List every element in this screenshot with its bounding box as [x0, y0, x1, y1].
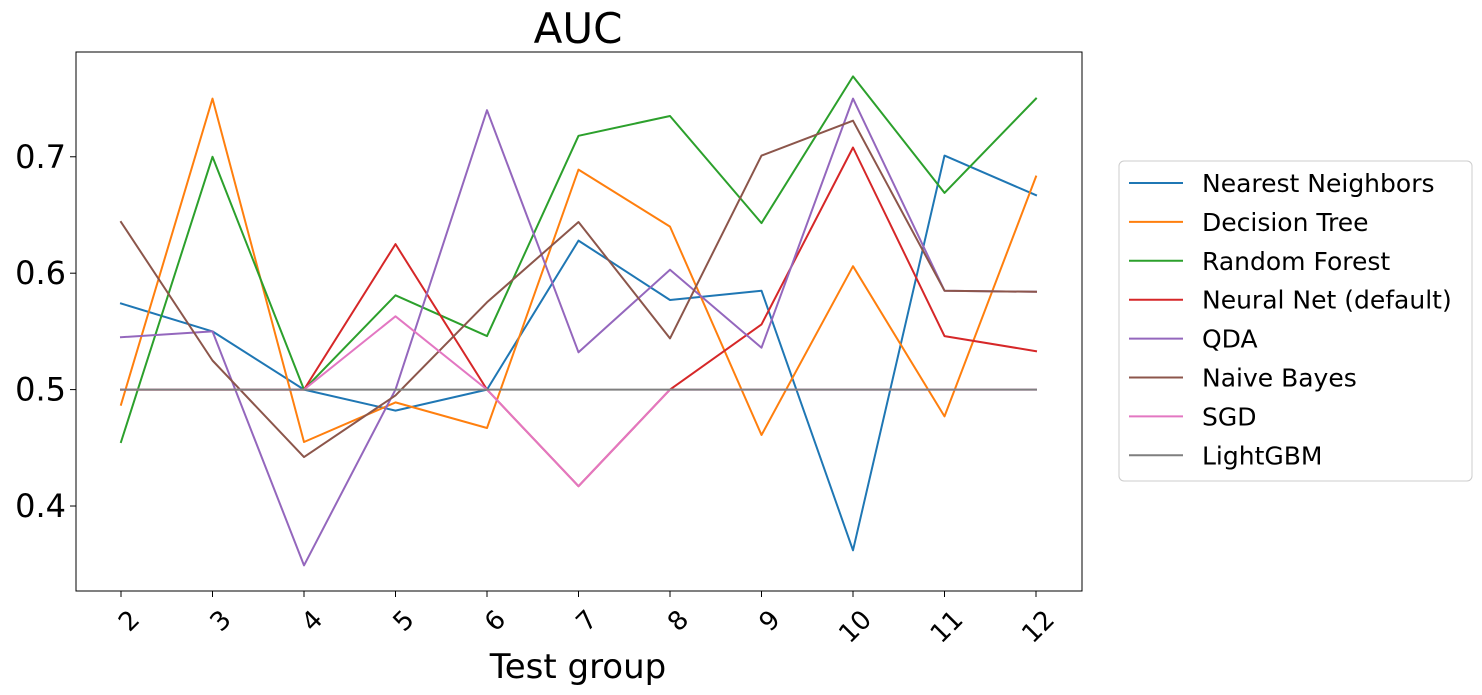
- series-line-5: [119, 97, 1038, 567]
- series-line-4: [120, 146, 1038, 488]
- x-tick-label: 2: [113, 605, 146, 638]
- legend-label: LightGBM: [1202, 441, 1322, 470]
- legend-label: SGD: [1202, 402, 1257, 431]
- series-line-1: [119, 154, 1038, 552]
- plot-frame: [75, 51, 1083, 592]
- x-tick-label: 12: [1016, 605, 1061, 650]
- x-tick-label: 5: [388, 605, 421, 638]
- series-line-6: [119, 119, 1038, 459]
- axes-layer: 0.4 0.5 0.6 0.7 2 3 4 5 6 7 8 9 10 11 12: [15, 51, 1083, 650]
- x-tick-label: 8: [662, 605, 695, 638]
- y-tick-label: 0.5: [15, 371, 66, 409]
- x-tick-label: 3: [205, 605, 238, 638]
- y-tick-label: 0.7: [15, 138, 66, 176]
- series-line-3: [119, 75, 1038, 444]
- x-tick-label: 9: [754, 605, 787, 638]
- x-tick-label: 10: [833, 605, 878, 650]
- chart-title: AUC: [534, 4, 623, 53]
- legend-label: Neural Net (default): [1202, 286, 1452, 315]
- series-layer: [119, 75, 1038, 567]
- legend-box: [1118, 160, 1473, 482]
- y-tick-label: 0.4: [15, 487, 66, 525]
- legend-label: QDA: [1202, 325, 1258, 354]
- legend-label: Decision Tree: [1202, 208, 1368, 237]
- legend-label: Naive Bayes: [1202, 364, 1357, 393]
- series-line-2: [119, 97, 1038, 443]
- legend-label: Nearest Neighbors: [1202, 169, 1435, 198]
- x-tick-label: 4: [296, 605, 329, 638]
- legend-label: Random Forest: [1202, 247, 1390, 276]
- y-tick-label: 0.6: [15, 254, 66, 292]
- legend: Nearest Neighbors Decision Tree Random For…: [1118, 160, 1473, 482]
- x-axis-label: Test group: [489, 647, 667, 687]
- x-tick-label: 6: [479, 605, 512, 638]
- x-tick-label: 11: [925, 605, 970, 650]
- x-tick-label: 7: [571, 605, 604, 638]
